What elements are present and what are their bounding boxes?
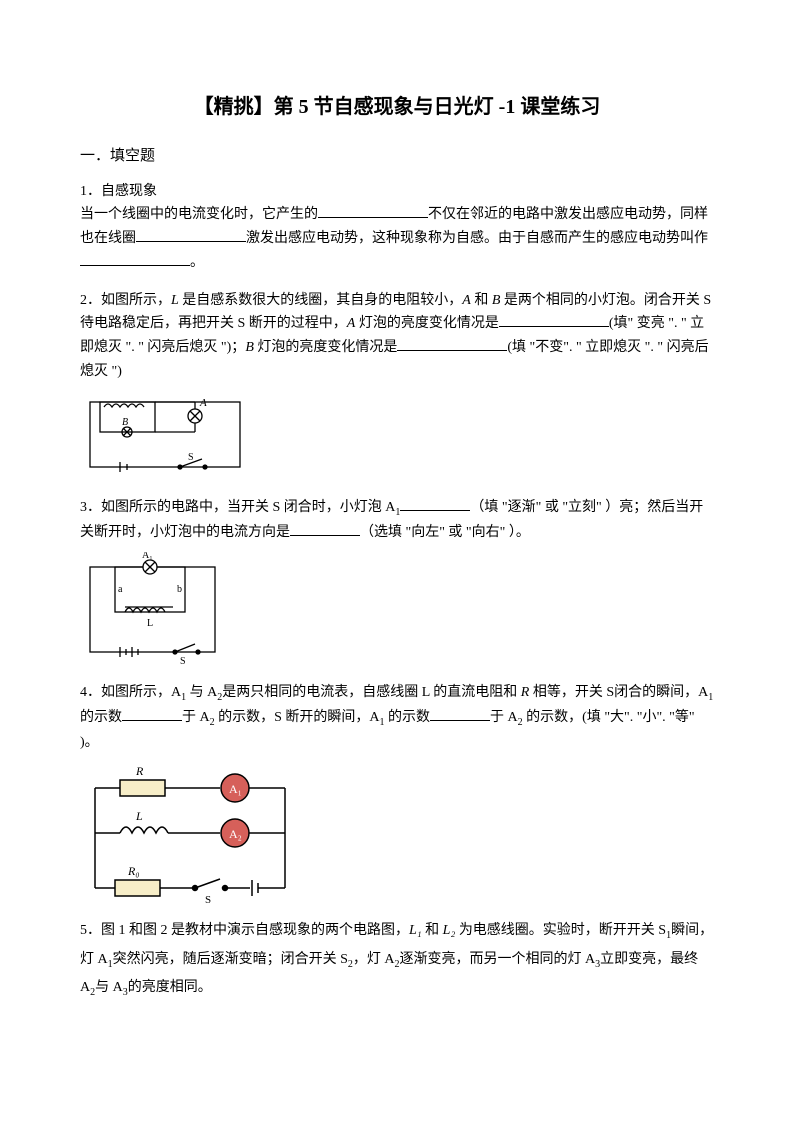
q5-t9: 与 A — [95, 980, 123, 995]
question-4: 4．如图所示，A1 与 A2是两只相同的电流表，自感线圈 L 的直流电阻和 R … — [80, 681, 714, 902]
q1-text-a: 当一个线圈中的电流变化时，它产生的 — [80, 207, 318, 222]
q4-t2: 与 A — [186, 685, 217, 700]
q4-t7: 的示数，S 断开的瞬间，A — [215, 710, 380, 725]
q2-t3: 和 — [471, 293, 492, 308]
var-L2: L₂ — [443, 923, 456, 938]
svg-text:b: b — [177, 584, 182, 595]
var-B: B — [245, 340, 254, 355]
blank — [122, 707, 182, 721]
q2-body: 2．如图所示，L 是自感系数很大的线圈，其自身的电阻较小，A 和 B 是两个相同… — [80, 289, 714, 384]
blank — [318, 204, 428, 218]
q4-t5: 的示数 — [80, 710, 122, 725]
question-2: 2．如图所示，L 是自感系数很大的线圈，其自身的电阻较小，A 和 B 是两个相同… — [80, 289, 714, 482]
svg-text:a: a — [118, 584, 123, 595]
q5-t7: 逐渐变亮，而另一个相同的灯 A — [400, 952, 596, 967]
q4-t1: 4．如图所示，A — [80, 685, 181, 700]
svg-text:S: S — [188, 452, 194, 463]
q3-t1: 3．如图所示的电路中，当开关 S 闭合时，小灯泡 A — [80, 500, 395, 515]
q5-t10: 的亮度相同。 — [128, 980, 212, 995]
q5-t1: 5．图 1 和图 2 是教材中演示自感现象的两个电路图， — [80, 923, 409, 938]
q2-t5: 灯泡的亮度变化情况是 — [355, 316, 499, 331]
blank — [430, 707, 490, 721]
q1-body: 当一个线圈中的电流变化时，它产生的不仅在邻近的电路中激发出感应电动势，同样也在线… — [80, 203, 714, 274]
svg-text:B: B — [122, 417, 128, 428]
q4-t6: 于 A — [182, 710, 210, 725]
svg-text:S: S — [180, 656, 186, 667]
blank — [499, 313, 609, 327]
q5-t3: 为电感线圈。实验时，断开开关 S — [455, 923, 666, 938]
q2-t2: 是自感系数很大的线圈，其自身的电阻较小， — [179, 293, 463, 308]
sub-1: 1 — [708, 692, 713, 703]
var-L: L — [171, 293, 179, 308]
diagram-2: B A S — [80, 392, 714, 482]
q2-t7: 灯泡的亮度变化情况是 — [254, 340, 398, 355]
q1-text-d: 。 — [190, 255, 204, 270]
blank — [397, 337, 507, 351]
svg-text:L: L — [135, 809, 143, 823]
q1-text-c: 激发出感应电动势，这种现象称为自感。由于自感而产生的感应电动势叫作 — [246, 231, 708, 246]
svg-text:S: S — [205, 894, 211, 903]
q4-t3: 是两只相同的电流表，自感线圈 L 的直流电阻和 — [222, 685, 521, 700]
q1-heading: 1．自感现象 — [80, 180, 714, 204]
svg-text:R: R — [135, 764, 144, 778]
question-5: 5．图 1 和图 2 是教材中演示自感现象的两个电路图，L₁ 和 L₂ 为电感线… — [80, 917, 714, 1003]
blank — [80, 252, 190, 266]
var-A: A — [462, 293, 471, 308]
svg-text:A₂: A₂ — [229, 827, 242, 841]
q3-body: 3．如图所示的电路中，当开关 S 闭合时，小灯泡 A1（填 "逐渐" 或 "立刻… — [80, 496, 714, 545]
question-3: 3．如图所示的电路中，当开关 S 闭合时，小灯泡 A1（填 "逐渐" 或 "立刻… — [80, 496, 714, 668]
diagram-3: A₁ a b L S — [80, 552, 714, 667]
svg-text:A: A — [199, 397, 207, 409]
blank — [136, 228, 246, 242]
q5-t6: ，灯 A — [353, 952, 395, 967]
q4-t9: 于 A — [490, 710, 518, 725]
svg-text:L: L — [147, 618, 153, 629]
q4-body: 4．如图所示，A1 与 A2是两只相同的电流表，自感线圈 L 的直流电阻和 R … — [80, 681, 714, 754]
q5-t2: 和 — [422, 923, 443, 938]
section-head: 一．填空题 — [80, 144, 714, 170]
blank — [400, 497, 470, 511]
doc-title: 【精挑】第 5 节自感现象与日光灯 -1 课堂练习 — [80, 90, 714, 124]
q5-t5: 突然闪亮，随后逐渐变暗；闭合开关 S — [113, 952, 348, 967]
q5-body: 5．图 1 和图 2 是教材中演示自感现象的两个电路图，L₁ 和 L₂ 为电感线… — [80, 917, 714, 1003]
svg-text:A₁: A₁ — [229, 782, 242, 796]
svg-text:R₀: R₀ — [127, 864, 140, 878]
svg-text:A₁: A₁ — [142, 552, 153, 561]
var-L1: L₁ — [409, 923, 422, 938]
q2-t1: 2．如图所示， — [80, 293, 171, 308]
blank — [290, 522, 360, 536]
q3-t3: （选填 "向左" 或 "向右" ）。 — [360, 525, 530, 540]
diagram-4: R L R₀ A₁ A₂ S — [80, 763, 714, 903]
question-1: 1．自感现象 当一个线圈中的电流变化时，它产生的不仅在邻近的电路中激发出感应电动… — [80, 180, 714, 275]
q4-t4: 相等，开关 S闭合的瞬间，A — [529, 685, 708, 700]
q4-t8: 的示数 — [385, 710, 431, 725]
